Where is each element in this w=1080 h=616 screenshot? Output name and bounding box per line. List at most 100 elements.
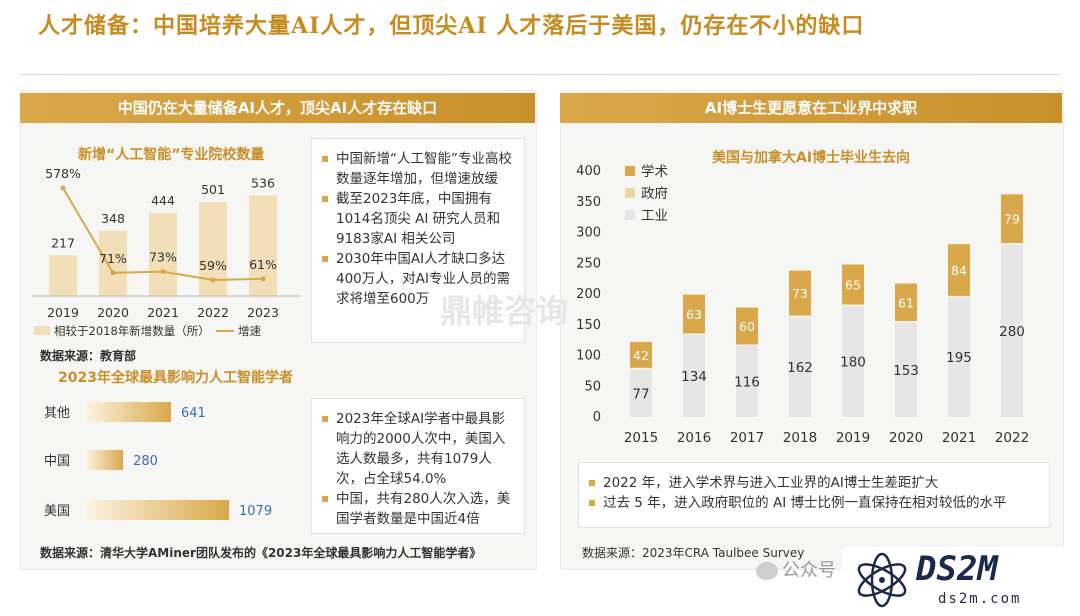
uni-xtick-2023: 2023 xyxy=(247,305,279,320)
atom-icon xyxy=(857,552,907,608)
phd-label-industry-2019: 180 xyxy=(840,355,866,371)
phd-bar-学术-2021 xyxy=(948,244,970,296)
phd-xtick-2016: 2016 xyxy=(677,430,711,446)
scholars-cat-1: 中国 xyxy=(44,454,70,469)
phd-ytick-200: 200 xyxy=(576,287,601,302)
uni-bar-label-2023: 536 xyxy=(251,176,275,191)
phd-bar-政府-2019 xyxy=(842,304,864,307)
scholars-cat-0: 其他 xyxy=(44,406,70,421)
phd-bar-政府-2021 xyxy=(948,295,970,298)
phd-bar-工业-2018 xyxy=(789,317,811,417)
scholars-cat-2: 美国 xyxy=(44,504,70,519)
note-right-2: 过去 5 年，进入政府职位的 AI 博士比例一直保持在相对较低的水平 xyxy=(589,493,1039,513)
phd-label-industry-2015: 77 xyxy=(632,386,649,402)
phd-bar-政府-2018 xyxy=(789,315,811,318)
right-banner: AI博士生更愿意在工业界中求职 xyxy=(560,93,1062,123)
phd-xtick-2015: 2015 xyxy=(624,430,658,446)
uni-bar-label-2021: 444 xyxy=(151,193,175,208)
uni-bar-label-2019: 217 xyxy=(51,235,75,250)
phd-label-academia-2017: 60 xyxy=(739,319,755,334)
ds2m-logo: DS2M ds2m.com xyxy=(842,547,1074,613)
phd-xtick-2018: 2018 xyxy=(783,430,817,446)
uni-bar-label-2022: 501 xyxy=(201,182,225,197)
phd-bar-政府-2020 xyxy=(895,321,917,323)
scholars-bar-1 xyxy=(86,450,124,470)
phd-bar-工业-2017 xyxy=(736,345,758,417)
phd-bar-工业-2019 xyxy=(842,306,864,417)
uni-rate-point-2019 xyxy=(60,185,66,191)
uni-rate-label-2019: 578% xyxy=(45,166,81,181)
phd-xtick-2020: 2020 xyxy=(889,430,923,446)
phd-bar-学术-2020 xyxy=(895,283,917,322)
phd-xtick-2022: 2022 xyxy=(995,430,1029,446)
universities-chart: 217 578% 348 71% 444 73% 501 59% 536 61% 2019 2020… xyxy=(32,166,300,338)
uni-bar-2020 xyxy=(99,230,127,296)
scholars-value-0: 641 xyxy=(181,406,206,421)
phd-legend-swatch-0 xyxy=(625,166,635,176)
scholars-value-1: 280 xyxy=(133,454,158,469)
uni-rate-point-2021 xyxy=(160,269,166,275)
phd-ytick-250: 250 xyxy=(576,256,601,271)
source-bottom: 数据来源：清华大学AMiner团队发布的《2023年全球最具影响力人工智能学者》 xyxy=(40,546,482,560)
note-bottom-2: 中国，共有280人次入选，美国学者数量是中国近4倍 xyxy=(322,489,514,529)
phd-bar-工业-2021 xyxy=(948,297,970,417)
uni-xtick-2019: 2019 xyxy=(47,305,79,320)
uni-legend-bar-label: 相较于2018年新增数量（所） xyxy=(54,324,210,338)
uni-bar-label-2020: 348 xyxy=(101,211,125,226)
phd-chart-title: 美国与加拿大AI博士毕业生去向 xyxy=(712,150,911,166)
uni-xtick-2022: 2022 xyxy=(197,305,229,320)
phd-label-academia-2020: 61 xyxy=(898,295,914,310)
phd-bar-政府-2015 xyxy=(630,367,652,370)
logo-url: ds2m.com xyxy=(938,591,1022,607)
phd-label-industry-2021: 195 xyxy=(946,350,972,366)
scholars-bar-0 xyxy=(86,402,171,422)
phd-ytick-300: 300 xyxy=(576,226,601,241)
phd-ytick-100: 100 xyxy=(576,349,601,364)
phd-label-academia-2015: 42 xyxy=(633,348,649,363)
phd-bar-政府-2022 xyxy=(1001,242,1023,245)
phd-legend-label-1: 政府 xyxy=(641,186,668,202)
title-divider xyxy=(20,74,1060,75)
notes-right-box: 2022 年，进入学术界与进入工业界的AI博士生差距扩大 过去 5 年，进入政府… xyxy=(578,462,1050,528)
scholars-chart-title: 2023年全球最具影响力人工智能学者 xyxy=(58,370,293,386)
uni-rate-label-2021: 73% xyxy=(149,250,177,265)
phd-legend-swatch-2 xyxy=(625,210,635,220)
uni-xtick-2021: 2021 xyxy=(147,305,179,320)
scholars-chart: 其他 641 中国 280 美国 1079 xyxy=(44,402,272,520)
phd-bar-政府-2016 xyxy=(683,333,705,335)
phd-ytick-50: 50 xyxy=(584,379,601,394)
phd-label-academia-2018: 73 xyxy=(792,286,808,301)
phd-xtick-2017: 2017 xyxy=(730,430,764,446)
phd-label-industry-2018: 162 xyxy=(787,360,813,376)
phd-chart: 0 50 100 150 200 250 300 350 400 77 42 134 63 116 60 1… xyxy=(576,164,1029,446)
phd-label-academia-2019: 65 xyxy=(845,277,861,292)
phd-label-industry-2020: 153 xyxy=(893,363,919,379)
uni-bar-2019 xyxy=(49,255,77,296)
phd-ytick-350: 350 xyxy=(576,195,601,210)
uni-legend-bar-swatch xyxy=(34,326,50,335)
phd-ytick-150: 150 xyxy=(576,318,601,333)
phd-label-industry-2022: 280 xyxy=(999,324,1025,340)
phd-bar-工业-2022 xyxy=(1001,244,1023,417)
page-title: 人才储备：中国培养大量AI人才，但顶尖AI 人才落后于美国，仍存在不小的缺口 xyxy=(38,13,865,39)
phd-bar-学术-2017 xyxy=(736,307,758,345)
uni-legend-line-label: 增速 xyxy=(238,324,261,338)
scholars-bar-2 xyxy=(86,500,229,520)
note-top-3: 2030年中国AI人才缺口多达400万人，对AI专业人员的需求将增至600万 xyxy=(322,249,514,309)
wechat-icon xyxy=(756,562,778,580)
notes-top-box: 中国新增“人工智能”专业高校数量逐年增加，但增速放缓 截至2023年底，中国拥有… xyxy=(311,138,525,343)
note-top-2: 截至2023年底，中国拥有1014名顶尖 AI 研究人员和9183家AI 相关公… xyxy=(322,189,514,249)
phd-bar-工业-2020 xyxy=(895,322,917,417)
phd-bar-学术-2016 xyxy=(683,294,705,334)
universities-chart-title: 新增“人工智能”专业院校数量 xyxy=(78,147,265,163)
note-right-1: 2022 年，进入学术界与进入工业界的AI博士生差距扩大 xyxy=(589,473,1039,493)
left-banner: 中国仍在大量储备AI人才，顶尖AI人才存在缺口 xyxy=(20,93,535,123)
phd-label-academia-2016: 63 xyxy=(686,307,702,322)
notes-bottom-box: 2023年全球AI学者中最具影响力的2000人次中，美国入选人数最多，共有107… xyxy=(311,398,525,534)
phd-label-academia-2022: 79 xyxy=(1004,212,1020,227)
phd-xtick-2021: 2021 xyxy=(942,430,976,446)
phd-label-industry-2016: 134 xyxy=(681,369,707,385)
phd-bar-学术-2022 xyxy=(1001,194,1023,243)
uni-rate-point-2020 xyxy=(110,270,116,276)
phd-legend-swatch-1 xyxy=(625,188,635,198)
